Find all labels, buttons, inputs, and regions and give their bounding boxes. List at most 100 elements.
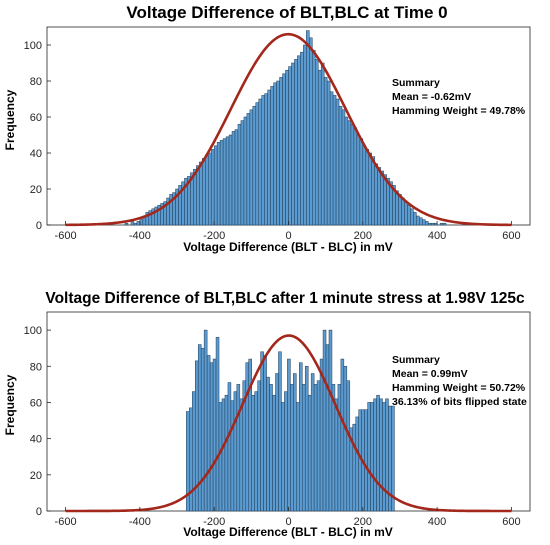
histogram-bar [139,219,144,226]
histogram-time-0: Voltage Difference of BLT,BLC at Time 0 … [3,3,531,254]
histogram-bar [233,391,238,512]
histogram-bar [231,131,236,226]
histogram-bar [376,394,380,512]
histogram-bar [303,44,307,226]
histogram-bar [236,384,241,512]
histogram-bar [196,165,200,226]
histogram-bar [343,366,348,512]
x-tick-label: -400 [129,230,151,242]
summary-heading: Summary [392,354,440,366]
histogram-bar [266,376,270,512]
y-tick-label: 40 [30,148,42,160]
summary-flipped-bits: 36.13% of bits flipped state [392,396,527,408]
histogram-bar [258,98,262,226]
histogram-bar [410,208,414,226]
histogram-bar [347,120,352,226]
histogram-bar [439,222,444,226]
histogram-bar [239,398,244,512]
histogram-bar [199,161,203,226]
histogram-bar [284,391,288,512]
histogram-bar [355,416,359,512]
histogram-bar [344,116,349,226]
x-tick-label: 400 [428,230,446,242]
histogram-bar [136,221,141,226]
x-tick-label: -200 [203,516,225,528]
chart-title: Voltage Difference of BLT,BLC after 1 mi… [45,290,525,307]
y-tick-label: 40 [30,434,42,446]
histogram-bar [264,93,268,226]
histogram-bar [269,384,273,512]
histogram-bar [362,145,367,226]
histogram-bar [275,373,279,512]
histogram-bar [218,402,223,512]
histogram-bar [192,391,196,512]
x-tick-label: 0 [285,230,291,242]
histogram-bar [202,158,206,226]
histogram-bar [263,355,267,512]
histogram-bar [294,59,298,226]
histogram-bar [307,394,312,512]
histogram-bar [278,351,282,512]
histogram-bar [391,405,395,512]
histogram-bar [203,329,208,512]
y-tick-label: 0 [36,506,42,518]
histogram-bar [310,373,315,512]
histogram-bar [379,398,383,512]
histogram-bar [352,423,356,512]
histogram-bar [200,347,205,512]
histogram-bar [433,222,438,226]
histogram-bar [216,141,221,226]
histogram-bar [133,222,138,226]
histogram-bar [130,221,135,226]
histogram-bar [359,138,364,226]
histogram-bar [240,120,245,226]
summary-mean: Mean = 0.99mV [392,368,468,380]
plot-area: -600 -400 -200 0 200 400 600 0 20 40 60 80 100 [24,26,531,242]
histogram-bar [227,382,232,512]
x-tick-label: -600 [55,516,77,528]
y-tick-label: 0 [36,220,42,232]
histogram-bar [208,152,212,226]
x-tick-label: 200 [354,230,372,242]
histogram-bar [341,109,346,226]
histogram-bar [251,394,255,512]
histogram-bar [395,190,399,226]
y-tick-label: 60 [30,397,42,409]
histogram-bar [419,217,423,226]
histogram-bar [427,222,432,226]
histogram-bar [255,102,260,226]
histogram-bar [309,37,313,226]
histogram-bar [246,113,251,226]
histogram-bar [222,138,227,226]
histogram-bar [257,380,261,512]
histogram-bar [304,366,309,512]
histogram-bar [193,168,197,226]
histogram-bar [374,163,378,226]
histogram-bar [329,91,334,226]
histogram-bar [270,86,274,226]
histogram-bar [300,51,304,226]
histogram-bar [382,402,386,512]
histogram-bar [371,156,375,226]
y-tick-label: 60 [30,112,42,124]
histogram-bar [285,69,289,226]
summary-mean: Mean = -0.62mV [392,91,471,103]
histogram-bar [249,109,254,226]
histogram-bar [209,362,214,512]
y-tick-label: 100 [24,325,42,337]
x-axis-label: Voltage Difference (BLT - BLC) in mV [183,525,393,539]
summary-heading: Summary [392,77,440,89]
histogram-bar [340,358,345,512]
histogram-bar [326,80,331,226]
summary-annotation: Summary Mean = 0.99mV Hamming Weight = 5… [392,354,527,408]
x-tick-label: -600 [55,230,77,242]
histogram-bar [261,95,265,226]
histogram-bar [273,82,277,226]
histogram-bar [413,212,417,226]
histogram-bar [221,398,226,512]
histogram-bar [365,149,369,226]
y-tick-label: 100 [24,40,42,52]
histogram-bar [213,145,218,226]
histogram-after-stress: Voltage Difference of BLT,BLC after 1 mi… [3,290,531,539]
